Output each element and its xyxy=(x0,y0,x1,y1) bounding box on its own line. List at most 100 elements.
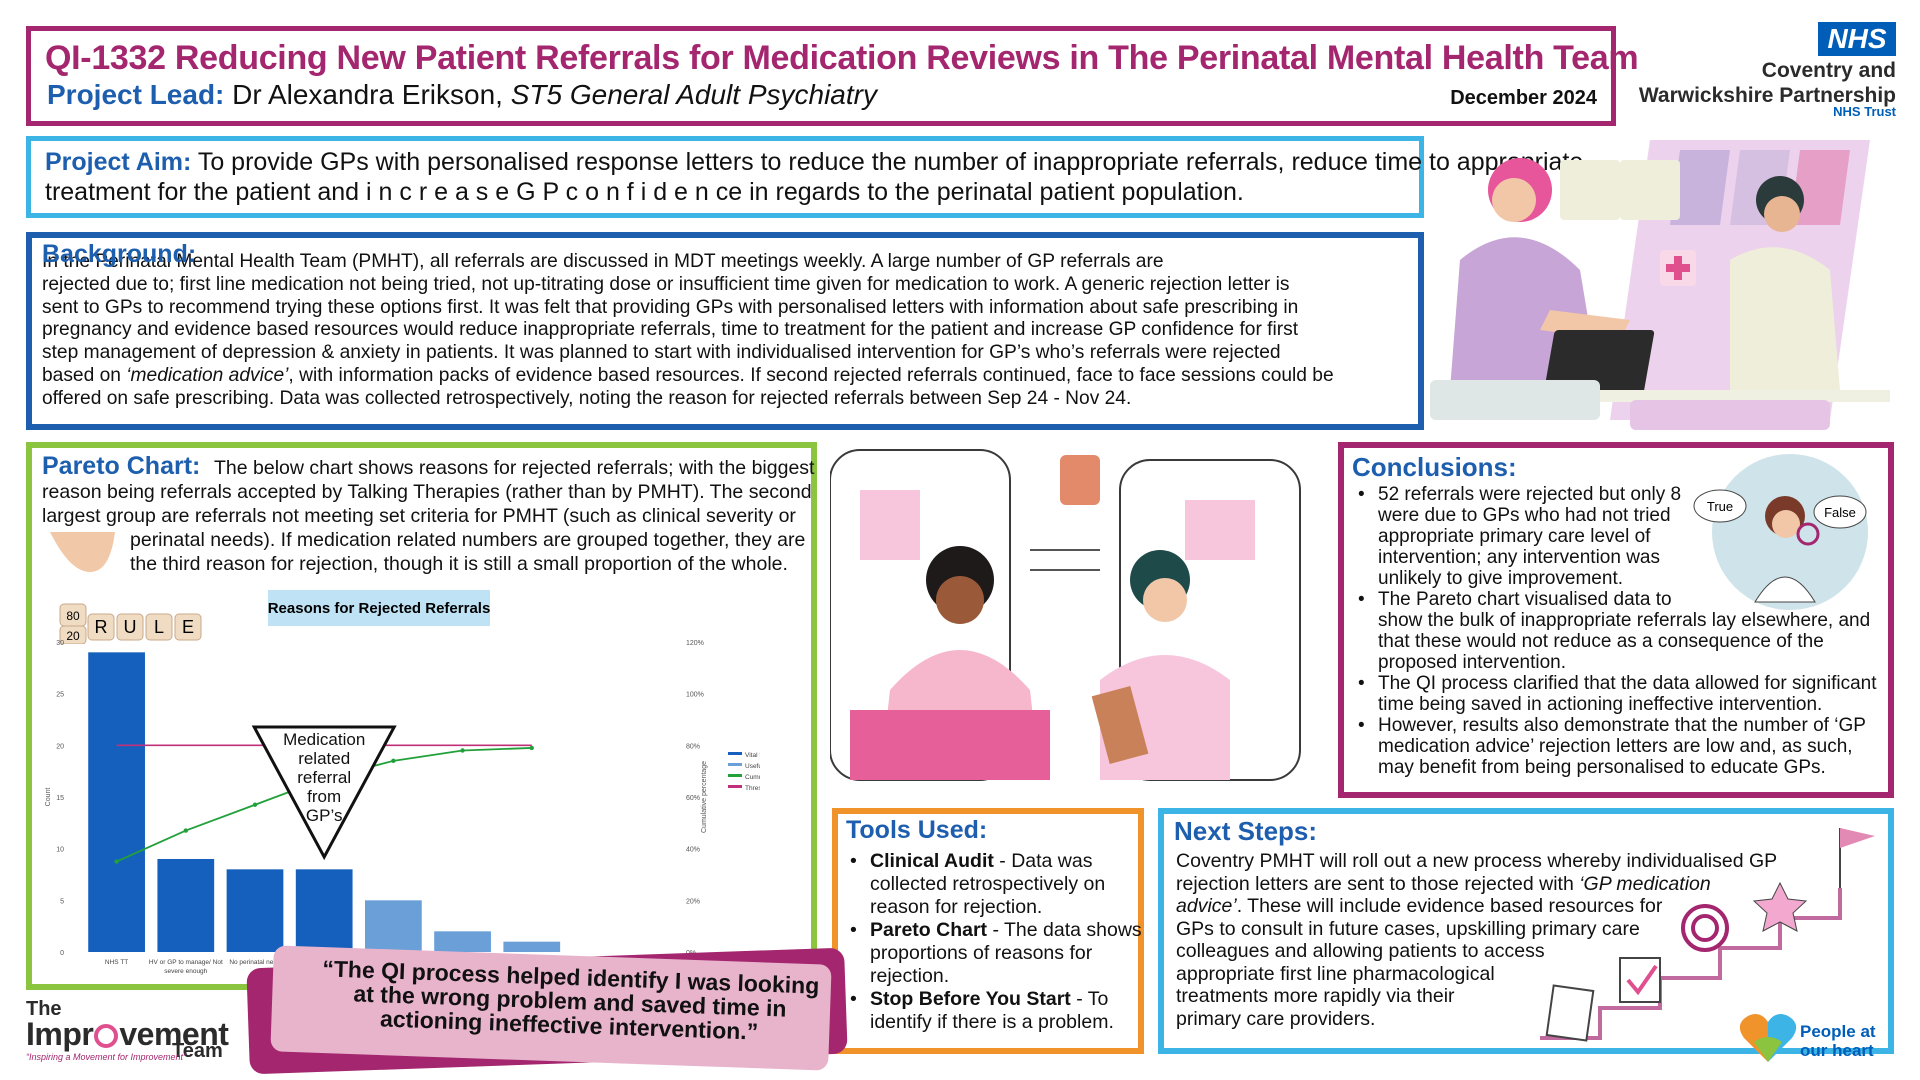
y-tick-label: 20 xyxy=(56,743,64,750)
conclusion-item: However, results also demonstrate that t… xyxy=(1352,715,1920,778)
conclusion-line: proposed intervention. xyxy=(1378,652,1567,673)
rule-letter: E xyxy=(182,617,194,637)
y-tick-label: 10 xyxy=(56,847,64,854)
x-tick-label: severe enough xyxy=(164,968,207,975)
cumulative-point xyxy=(183,828,188,833)
pareto-bar xyxy=(434,931,491,952)
aim-box: Project Aim: To provide GPs with persona… xyxy=(26,136,1583,218)
legend-swatch xyxy=(728,774,742,777)
legend-swatch xyxy=(728,763,742,766)
tools-item-name: Stop Before You Start xyxy=(870,988,1071,1010)
y-tick-label: 5 xyxy=(60,898,64,905)
next-steps-line-3a: advice’ xyxy=(1176,895,1237,917)
next-steps-line-8: primary care providers. xyxy=(1176,1007,1376,1030)
clipboard-icon xyxy=(1545,984,1595,1042)
conclusion-item: The Pareto chart visualised data toshow … xyxy=(1352,589,1920,673)
annotation-text: related xyxy=(298,749,350,768)
rule-tile xyxy=(174,613,202,641)
conclusion-line: appropriate primary care level of xyxy=(1378,526,1651,547)
pareto-chart: Reasons for Rejected Referrals 0 5 10 15 20 25… xyxy=(45,590,760,975)
nhs-logo: NHS xyxy=(1818,22,1896,56)
rule-tile xyxy=(87,613,115,641)
annotation-text: Medication xyxy=(283,730,365,749)
pareto-line-2: reason being referrals accepted by Talki… xyxy=(42,481,812,503)
rule-tile xyxy=(145,613,173,641)
next-steps-line-4: GPs to consult in future cases, upskilli… xyxy=(1176,917,1640,940)
next-steps-line-2: rejection letters are sent to those reje… xyxy=(1176,873,1836,896)
x-tick-label: No perinatal need xyxy=(229,959,281,966)
background-label: Background: xyxy=(42,240,197,268)
improvement-logo-the: The xyxy=(26,998,62,1020)
y2-axis-label: Cumulative percentage xyxy=(701,761,708,833)
legend-label: Threshold xyxy=(745,785,760,792)
next-steps-line-2a: rejection letters are sent to those reje… xyxy=(1176,872,1580,895)
hand-icon xyxy=(50,532,115,572)
next-steps-line-1: Coventry PMHT will roll out a new proces… xyxy=(1176,850,1778,872)
rule-letter: U xyxy=(124,617,137,637)
background-line-6a: based on xyxy=(42,364,127,386)
conclusion-item: The QI process clarified that the data a… xyxy=(1352,673,1920,715)
pareto-bar xyxy=(226,869,284,952)
y2-tick-label: 20% xyxy=(686,898,700,905)
conclusion-line: The QI process clarified that the data a… xyxy=(1378,673,1877,694)
pareto-bar xyxy=(157,859,215,952)
y2-tick-label: 80% xyxy=(686,743,700,750)
y-tick-label: 30 xyxy=(56,640,64,647)
conclusion-line: time being saved in actioning ineffectiv… xyxy=(1378,694,1823,715)
checkmark-icon xyxy=(1626,964,1658,996)
trust-name-line-1: Coventry and xyxy=(1761,59,1896,82)
legend-swatch xyxy=(728,785,742,788)
cumulative-point xyxy=(460,748,465,753)
annotation-text: referral xyxy=(297,768,351,787)
rule-letter: R xyxy=(95,617,108,637)
cumulative-point xyxy=(391,758,396,764)
y-axis-label: Count xyxy=(45,788,52,807)
next-steps-label: Next Steps: xyxy=(1174,816,1318,846)
cumulative-point xyxy=(114,859,119,864)
next-steps-text: Coventry PMHT will roll out a new proces… xyxy=(1176,850,1836,1030)
conclusion-line: The Pareto chart visualised data to xyxy=(1378,589,1672,610)
background-line-7: offered on safe prescribing. Data was co… xyxy=(42,387,1132,409)
telehealth-illustration xyxy=(1430,140,1890,430)
next-steps-line-7: treatments more rapidly via their xyxy=(1176,985,1455,1007)
legend-swatch xyxy=(728,752,742,755)
improvement-logo-tagline: “Inspiring a Movement for Improvement” xyxy=(26,1052,187,1062)
background-line-1: In the Perinatal Mental Health Team (PMH… xyxy=(42,251,1164,272)
conclusion-line: However, results also demonstrate that t… xyxy=(1378,715,1866,736)
pareto-line-1: The below chart shows reasons for reject… xyxy=(214,457,815,479)
conclusion-line: medication advice’ rejection letters are… xyxy=(1378,736,1853,757)
goal-stairs-illustration xyxy=(1540,828,1875,1042)
pareto-bar xyxy=(365,900,422,952)
next-steps-line-6: appropriate first line pharmacological xyxy=(1176,962,1495,985)
chart-title-bg xyxy=(268,590,490,626)
rule-20: 20 xyxy=(66,629,80,643)
cumulative-point xyxy=(252,802,258,807)
background-text: In the Perinatal Mental Health Team (PMH… xyxy=(42,251,1442,411)
background-line-2: rejected due to; first line medication n… xyxy=(42,273,1290,295)
next-steps-line-2b: ‘GP medication xyxy=(1579,872,1711,895)
y2-tick-label: 120% xyxy=(686,640,704,647)
legend-label: Vital few xyxy=(745,752,760,759)
project-lead: Project Lead: Dr Alexandra Erikson, ST5 … xyxy=(47,79,877,111)
cumulative-point xyxy=(529,745,534,751)
tools-item-text: - Data was collected retrospectively on … xyxy=(870,850,1106,918)
background-line-4: pregnancy and evidence based resources w… xyxy=(42,319,1299,341)
conclusion-line: 52 referrals were rejected but only 8 xyxy=(1378,484,1682,505)
conclusion-item: 52 referrals were rejected but only 8wer… xyxy=(1352,484,1920,589)
conclusions-list: 52 referrals were rejected but only 8wer… xyxy=(1352,484,1920,778)
poster-date: December 2024 xyxy=(1450,87,1597,109)
conclusion-line: that these would not reduce as a consequ… xyxy=(1378,631,1824,652)
conclusion-line: show the bulk of inappropriate referrals… xyxy=(1378,610,1871,631)
tools-item-name: Pareto Chart xyxy=(870,919,988,941)
rule-80: 80 xyxy=(66,609,80,623)
y2-tick-label: 60% xyxy=(686,795,700,802)
y-tick-label: 0 xyxy=(60,950,64,957)
tools-label: Tools Used: xyxy=(846,816,988,844)
legend-label: Useful many xyxy=(745,763,760,770)
title-box: QI-1332 Reducing New Patient Referrals f… xyxy=(26,26,1639,126)
improvement-logo-main-b: vement xyxy=(119,1016,229,1052)
improvement-logo-main-a: Impr xyxy=(26,1016,94,1052)
project-lead-role: ST5 General Adult Psychiatry xyxy=(510,79,877,110)
y2-tick-label: 100% xyxy=(686,692,704,699)
